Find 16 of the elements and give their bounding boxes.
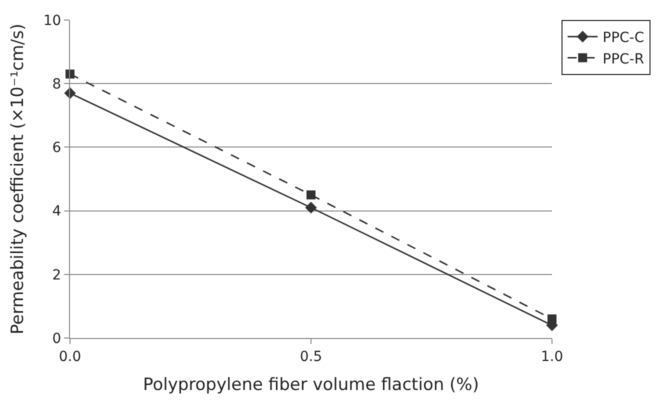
x-tick-label: 0.0	[58, 348, 82, 365]
y-tick-label: 6	[52, 140, 62, 156]
y-tick-label: 2	[52, 267, 62, 284]
y-tick-label: 4	[52, 204, 62, 220]
y-tick-label: 8	[52, 76, 62, 92]
point	[306, 190, 316, 200]
x-tick-label: 0.5	[300, 348, 322, 365]
y-axis-title: Permeability coefficient (×10⁻¹cm/s)	[8, 24, 28, 334]
x-tick-label: 1.0	[540, 348, 564, 365]
point	[548, 314, 556, 324]
y-tick-label: 10	[43, 12, 62, 29]
legend-label: PPC-R	[602, 51, 644, 68]
legend-label: PPC-C	[602, 30, 644, 46]
x-axis-title: Polypropylene fiber volume flaction (%)	[143, 375, 479, 396]
y-tick-label: 0	[52, 330, 62, 347]
point	[305, 202, 317, 214]
